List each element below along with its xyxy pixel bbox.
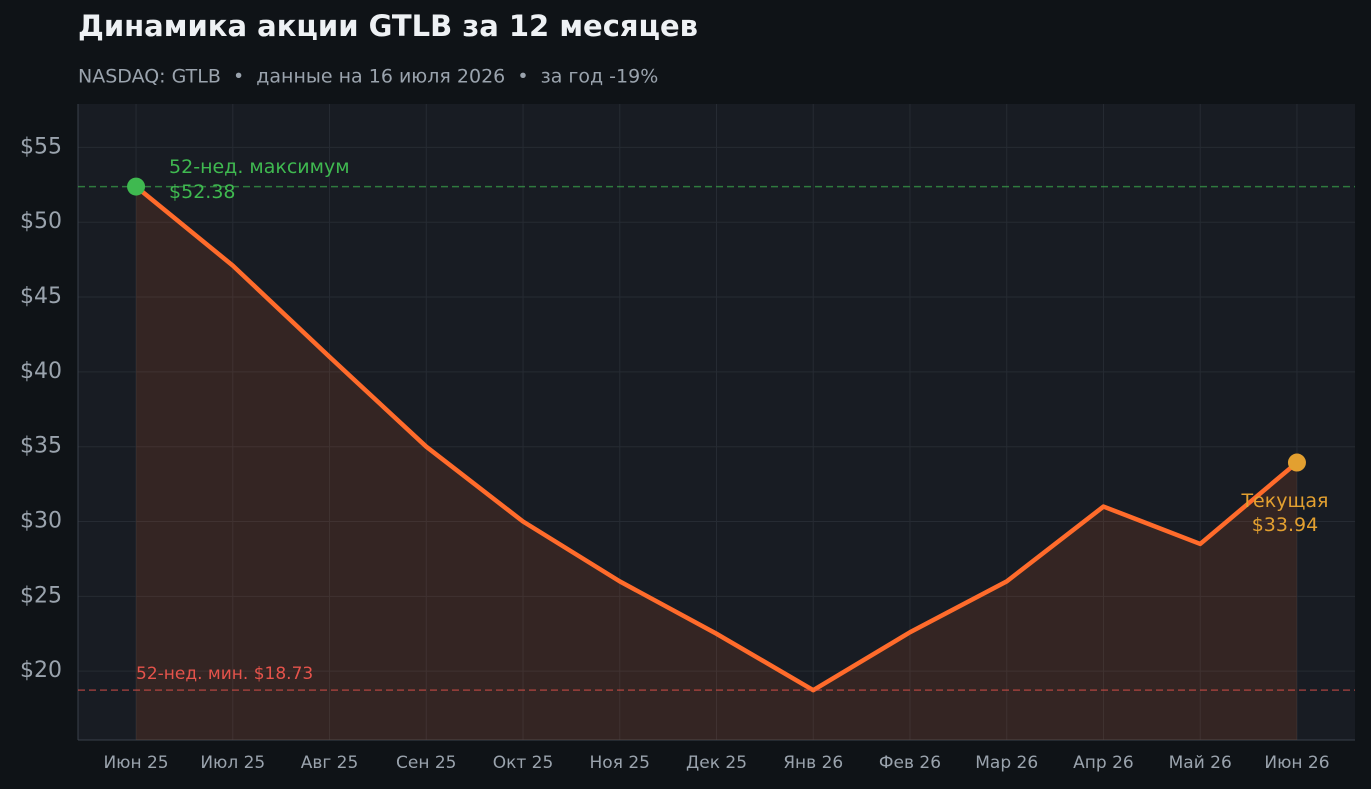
x-tick-label: Июл 25 [200,753,265,773]
x-tick-label: Авг 25 [301,753,359,773]
x-tick-label: Июн 26 [1264,753,1329,773]
chart-title: Динамика акции GTLB за 12 месяцев [78,9,698,43]
area [136,186,1297,741]
x-tick-label: Фев 26 [879,753,941,773]
y-tick-label: $20 [20,658,62,683]
y-tick-label: $25 [20,583,62,608]
x-tick-label: Сен 25 [396,753,456,773]
annotation: $33.94 [1252,514,1318,536]
y-tick-label: $40 [20,359,62,384]
chart-subtitle: NASDAQ: GTLB • данные на 16 июля 2026 • … [78,66,658,88]
x-tick-label: Мар 26 [975,753,1038,773]
annotation: $52.38 [169,181,235,203]
annotation: 52-нед. мин. $18.73 [136,664,313,684]
y-tick-label: $50 [20,209,62,234]
y-tick-label: $35 [20,434,62,459]
x-tick-label: Июн 25 [103,753,168,773]
high-point [127,177,146,196]
current-point [1287,453,1306,472]
y-tick-label: $30 [20,509,62,534]
y-tick-label: $55 [20,134,62,159]
x-tick-label: Май 26 [1169,753,1232,773]
annotation: 52-нед. максимум [169,156,350,178]
x-tick-label: Ноя 25 [590,753,650,773]
y-tick-label: $45 [20,284,62,309]
x-tick-label: Янв 26 [783,753,843,773]
x-tick-label: Окт 25 [493,753,554,773]
x-tick-label: Дек 25 [686,753,747,773]
line [134,184,1299,693]
annotation: Текущая [1240,490,1328,512]
x-tick-label: Апр 26 [1073,753,1134,773]
